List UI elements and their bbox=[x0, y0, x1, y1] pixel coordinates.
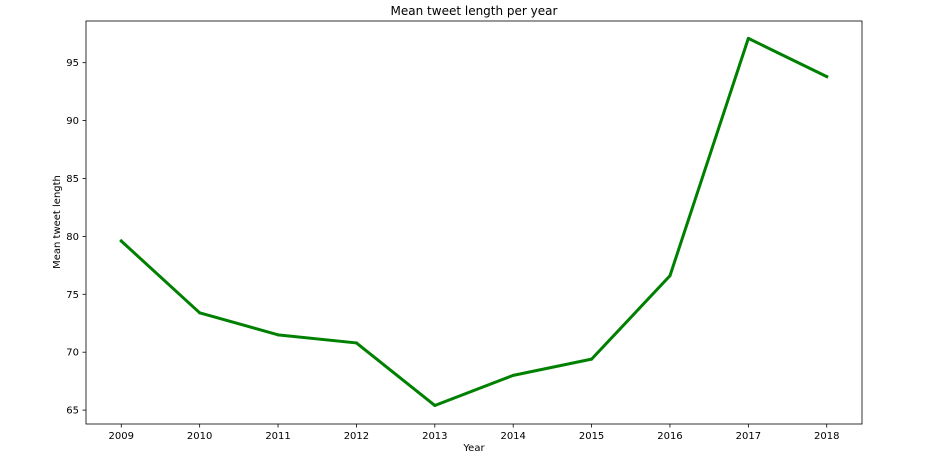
y-tick-label: 85 bbox=[66, 174, 79, 185]
x-tick-label: 2009 bbox=[109, 431, 134, 442]
axes-frame bbox=[85, 20, 863, 425]
x-tick-label: 2010 bbox=[187, 431, 212, 442]
y-tick-label: 75 bbox=[66, 290, 79, 301]
y-tick-label: 70 bbox=[66, 348, 79, 359]
x-tick-label: 2017 bbox=[736, 431, 761, 442]
data-point bbox=[198, 311, 202, 315]
data-point bbox=[354, 341, 358, 345]
data-point bbox=[433, 403, 437, 407]
data-point bbox=[119, 239, 123, 243]
data-point bbox=[825, 75, 829, 79]
x-tick-label: 2014 bbox=[500, 431, 525, 442]
x-tick-label: 2016 bbox=[657, 431, 682, 442]
x-tick-label: 2015 bbox=[579, 431, 604, 442]
x-tick-label: 2013 bbox=[422, 431, 447, 442]
x-tick-label: 2018 bbox=[814, 431, 839, 442]
data-point bbox=[276, 333, 280, 337]
data-point bbox=[511, 373, 515, 377]
y-axis-label: Mean tweet length bbox=[52, 175, 63, 269]
x-axis-label: Year bbox=[462, 443, 485, 454]
y-tick-label: 95 bbox=[66, 58, 79, 69]
x-tick-label: 2011 bbox=[265, 431, 290, 442]
y-tick-label: 90 bbox=[66, 116, 79, 127]
data-point bbox=[746, 36, 750, 40]
series-line bbox=[119, 36, 829, 407]
y-tick-label: 65 bbox=[66, 406, 79, 417]
data-point bbox=[590, 357, 594, 361]
data-point bbox=[668, 274, 672, 278]
x-tick-label: 2012 bbox=[344, 431, 369, 442]
plot-area: 65 70 75 80 85 90 95 2009 2010 2011 2012 2013 2014 20… bbox=[66, 20, 863, 442]
chart-title: Mean tweet length per year bbox=[391, 4, 558, 18]
y-tick-label: 80 bbox=[66, 232, 79, 243]
